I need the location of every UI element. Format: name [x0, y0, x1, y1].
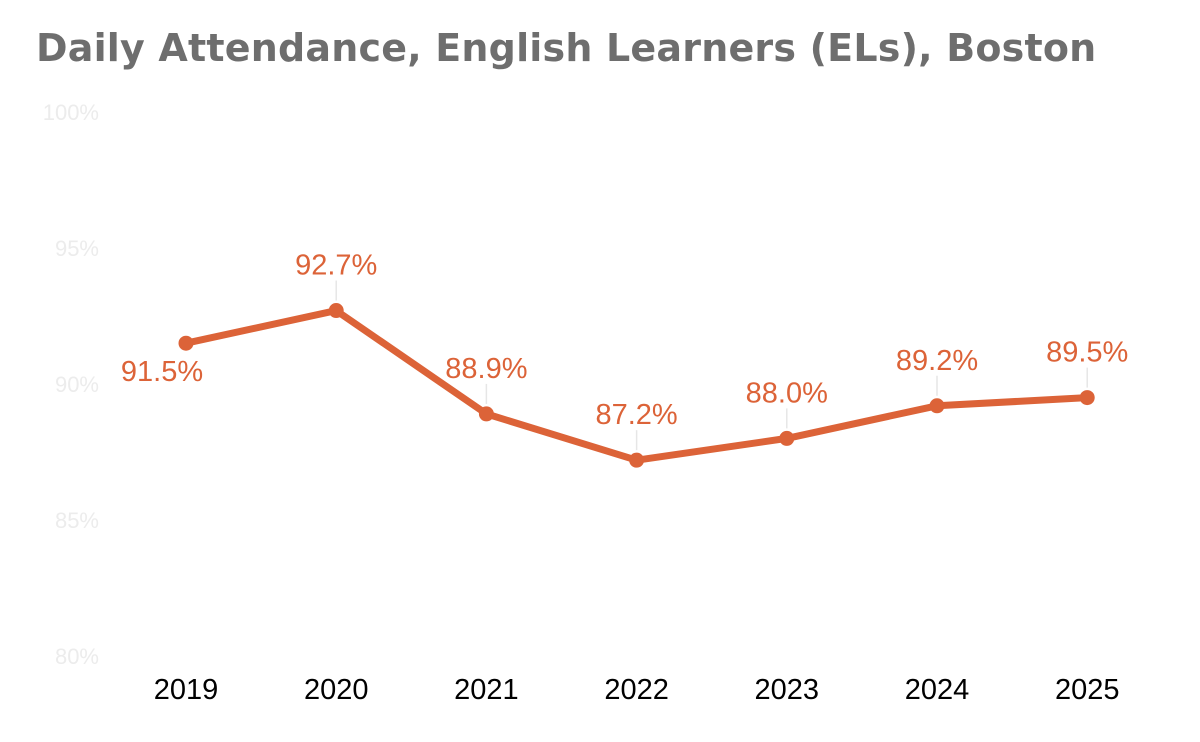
data-point-marker — [929, 398, 945, 414]
y-axis: 100% 95% 90% 85% 80% — [43, 100, 99, 669]
label-leader-lines — [335, 280, 1088, 451]
x-tick-label: 2021 — [454, 674, 519, 706]
x-tick-label: 2023 — [755, 674, 820, 706]
data-label: 89.2% — [896, 345, 978, 377]
y-tick-label: 90% — [55, 372, 99, 397]
data-point-marker — [478, 406, 494, 422]
data-point-marker — [1079, 390, 1095, 406]
data-point-marker — [328, 303, 344, 319]
x-tick-label: 2025 — [1055, 674, 1120, 706]
data-label: 87.2% — [595, 399, 677, 431]
data-labels: 91.5% 92.7% 88.9% 87.2% 88.0% 89.2% 89.5% — [121, 250, 1128, 432]
data-point-marker — [629, 452, 645, 468]
x-tick-label: 2024 — [905, 674, 970, 706]
data-label: 89.5% — [1046, 337, 1128, 369]
data-point-marker — [178, 335, 194, 351]
y-tick-label: 95% — [55, 236, 99, 261]
x-tick-label: 2022 — [604, 674, 669, 706]
data-label: 92.7% — [295, 250, 377, 282]
chart-title: Daily Attendance, English Learners (ELs)… — [36, 26, 1097, 70]
data-point-marker — [779, 430, 795, 446]
data-label: 88.9% — [445, 353, 527, 385]
y-tick-label: 85% — [55, 508, 99, 533]
y-tick-label: 100% — [43, 100, 99, 125]
y-tick-label: 80% — [55, 644, 99, 669]
series-layer — [178, 303, 1095, 468]
x-axis: 2019 2020 2021 2022 2023 2024 2025 — [154, 674, 1120, 706]
data-label: 88.0% — [746, 377, 828, 409]
x-tick-label: 2020 — [304, 674, 369, 706]
data-label: 91.5% — [121, 356, 203, 388]
x-tick-label: 2019 — [154, 674, 219, 706]
